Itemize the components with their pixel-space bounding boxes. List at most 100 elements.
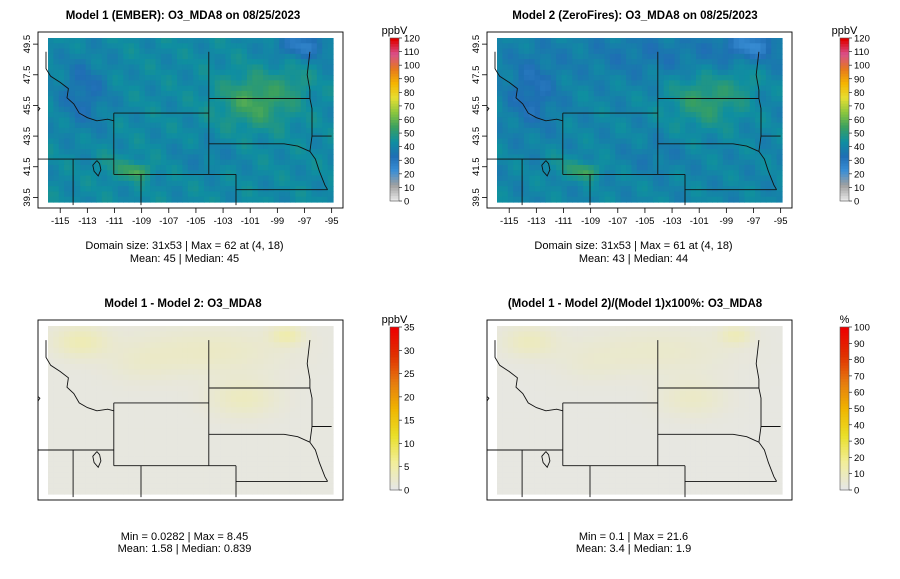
grid-cell	[144, 347, 151, 354]
grid-cell	[203, 186, 210, 193]
grid-cell	[561, 38, 568, 44]
grid-cell	[91, 154, 97, 161]
grid-cell	[695, 196, 702, 203]
grid-cell	[155, 396, 162, 403]
grid-cell	[279, 396, 286, 403]
grid-cell	[134, 347, 141, 354]
grid-cell	[593, 69, 600, 76]
grid-cell	[497, 159, 503, 166]
grid-cell	[300, 64, 307, 71]
grid-cell	[577, 154, 584, 161]
grid-cell	[513, 64, 520, 71]
grid-cell	[257, 75, 264, 81]
grid-cell	[252, 43, 259, 50]
grid-cell	[311, 396, 318, 403]
grid-cell	[236, 127, 243, 134]
grid-cell	[160, 154, 167, 161]
grid-cell	[139, 180, 146, 187]
grid-cell	[220, 164, 227, 171]
grid-cell	[273, 59, 280, 66]
grid-cell	[203, 90, 210, 97]
grid-cell	[322, 154, 329, 161]
grid-cell	[300, 48, 307, 55]
grid-cell	[636, 48, 643, 55]
grid-cell	[139, 133, 146, 140]
legend-swatch	[390, 130, 399, 134]
grid-cell	[663, 48, 670, 55]
grid-cell	[674, 64, 681, 71]
grid-cell	[225, 423, 232, 430]
grid-cell	[776, 138, 783, 145]
grid-cell	[193, 385, 200, 392]
grid-cell	[572, 175, 579, 182]
grid-cell	[268, 133, 275, 140]
grid-cell	[182, 133, 189, 140]
grid-cell	[53, 369, 60, 376]
grid-cell	[166, 69, 173, 76]
grid-cell	[669, 64, 676, 71]
grid-cell	[160, 159, 167, 166]
grid-cell	[209, 75, 216, 81]
grid-cell	[690, 90, 697, 97]
grid-cell	[306, 380, 313, 387]
grid-cell	[561, 59, 568, 66]
grid-cell	[647, 149, 654, 155]
grid-cell	[198, 450, 205, 457]
grid-cell	[706, 101, 713, 108]
grid-cell	[107, 385, 114, 392]
grid-cell	[252, 133, 259, 140]
grid-cell	[203, 101, 210, 108]
grid-cell	[144, 196, 151, 203]
grid-cell	[679, 112, 686, 118]
grid-cell	[128, 53, 135, 60]
grid-cell	[214, 450, 221, 457]
grid-cell	[187, 149, 194, 155]
grid-cell	[712, 127, 719, 134]
grid-cell	[760, 170, 767, 177]
grid-cell	[101, 439, 108, 446]
grid-cell	[182, 38, 189, 44]
grid-cell	[53, 186, 60, 193]
grid-cell	[203, 170, 210, 177]
grid-cell	[593, 64, 600, 71]
grid-cell	[577, 48, 584, 55]
grid-cell	[273, 342, 280, 349]
grid-cell	[69, 439, 76, 446]
grid-cell	[112, 363, 119, 370]
grid-cell	[523, 43, 530, 50]
grid-cell	[507, 69, 514, 76]
grid-cell	[203, 342, 210, 349]
grid-cell	[268, 80, 275, 87]
grid-cell	[48, 80, 54, 87]
grid-cell	[300, 374, 307, 381]
grid-cell	[252, 461, 259, 468]
grid-cell	[583, 48, 590, 55]
grid-cell	[577, 170, 584, 177]
grid-cell	[241, 358, 248, 365]
grid-cell	[80, 461, 87, 468]
grid-cell	[80, 347, 87, 354]
grid-cell	[236, 38, 243, 44]
grid-cell	[327, 64, 334, 71]
grid-cell	[69, 69, 76, 76]
grid-cell	[263, 380, 270, 387]
grid-cell	[203, 133, 210, 140]
grid-cell	[268, 101, 275, 108]
grid-cell	[311, 380, 318, 387]
grid-cell	[631, 106, 638, 113]
grid-cell	[160, 439, 167, 446]
grid-cell	[545, 85, 552, 92]
grid-cell	[311, 127, 318, 134]
grid-cell	[64, 391, 71, 398]
grid-cell	[765, 191, 772, 198]
grid-cell	[593, 75, 600, 81]
grid-cell	[556, 122, 563, 129]
grid-cell	[252, 48, 259, 55]
grid-cell	[701, 127, 708, 134]
grid-cell	[193, 456, 200, 463]
grid-cell	[647, 69, 654, 76]
grid-cell	[316, 191, 323, 198]
grid-cell	[295, 170, 302, 177]
grid-cell	[220, 159, 227, 166]
grid-cell	[91, 434, 97, 441]
